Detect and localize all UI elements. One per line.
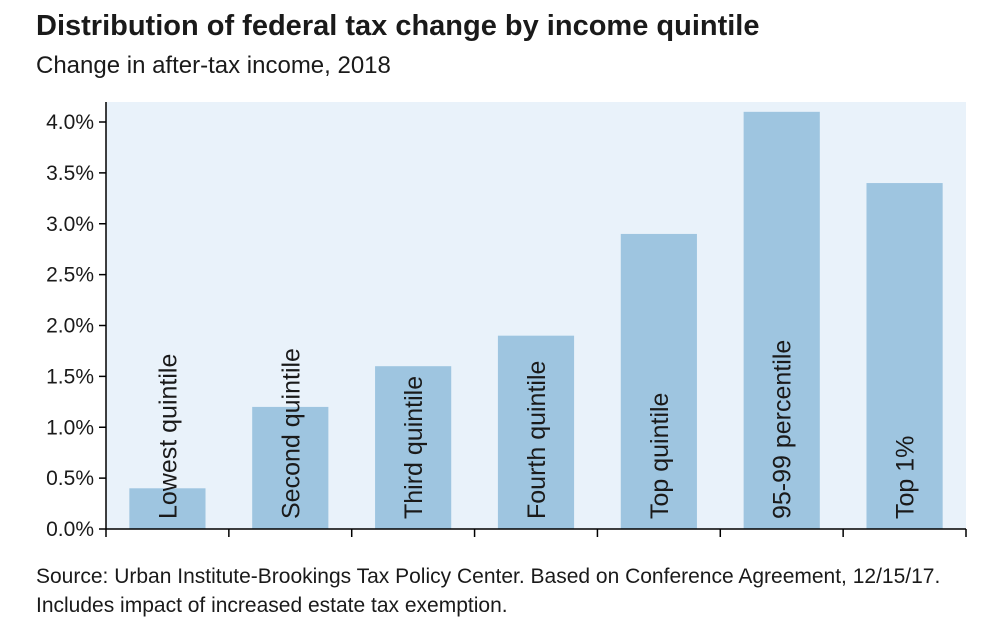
y-tick-label: 2.5% — [46, 264, 94, 287]
bar — [252, 406, 329, 529]
x-axis-ticks — [105, 529, 967, 537]
bar-category-label: Lowest quintile — [154, 354, 182, 519]
source-note: Source: Urban Institute-Brookings Tax Po… — [36, 565, 941, 617]
bar-category-label: Second quintile — [277, 348, 305, 519]
y-tick-label: 4.0% — [46, 111, 94, 134]
bars — [129, 111, 943, 530]
bar-category-label: Third quintile — [400, 376, 428, 519]
chart-title: Distribution of federal tax change by in… — [36, 10, 760, 42]
y-tick-label: 3.5% — [46, 162, 94, 185]
bar-category-label: Top 1% — [892, 436, 920, 519]
bar-category-label: Top quintile — [646, 393, 674, 519]
bar-category-label: Fourth quintile — [523, 361, 551, 519]
y-tick-label: 2.0% — [46, 315, 94, 338]
bar-labels: Lowest quintile Second quintile Third quin… — [154, 340, 919, 519]
bar — [375, 366, 452, 529]
y-tick-label: 1.0% — [46, 416, 94, 439]
bar — [620, 233, 697, 530]
bar — [129, 488, 206, 529]
y-tick-label: 0.0% — [46, 518, 94, 541]
y-tick-label: 0.5% — [46, 467, 94, 490]
bar — [866, 183, 943, 530]
bar — [497, 335, 575, 529]
y-axis-ticks: 0.0% 0.5% 1.0% 1.5% 2.0% 2.5% 3.0% 3.5% 4.0% — [46, 111, 106, 541]
bar-category-label: 95-99 percentile — [769, 340, 797, 519]
bar — [743, 111, 820, 529]
chart-subtitle: Change in after-tax income, 2018 — [36, 52, 391, 79]
y-tick-label: 3.0% — [46, 213, 94, 236]
y-tick-label: 1.5% — [46, 365, 94, 388]
